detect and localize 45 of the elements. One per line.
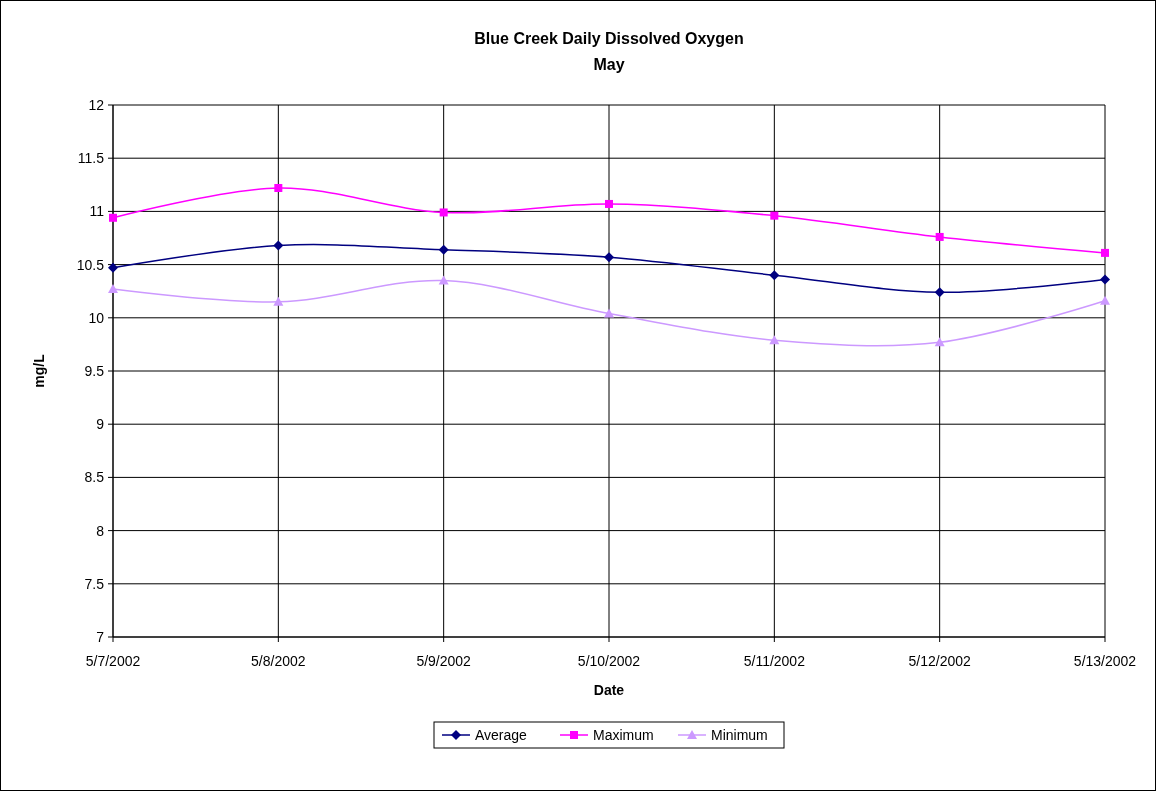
y-tick-label: 8.5 <box>84 469 105 486</box>
legend-label: Maximum <box>593 726 654 743</box>
x-tick-label: 5/7/2002 <box>85 653 141 669</box>
chart-subtitle: May <box>593 56 625 73</box>
y-tick-label: 7 <box>96 628 105 645</box>
y-tick-label: 9 <box>96 416 105 433</box>
point <box>935 232 944 241</box>
point <box>273 240 284 251</box>
x-axis-title: Date <box>593 682 625 698</box>
point <box>274 183 283 192</box>
x-tick-label: 5/10/2002 <box>577 653 641 669</box>
x-tick-label: 5/12/2002 <box>908 653 972 669</box>
x-tick-label: 5/9/2002 <box>416 653 472 669</box>
point <box>604 308 614 318</box>
point <box>108 262 118 273</box>
y-tick-label: 11.5 <box>77 150 105 167</box>
point <box>770 211 779 220</box>
legend-label: Average <box>475 726 528 743</box>
y-tick-label: 8 <box>96 522 105 539</box>
point <box>934 287 945 298</box>
y-axis-title: mg/L <box>31 353 47 388</box>
point <box>108 284 118 294</box>
x-tick-label: 5/11/2002 <box>743 653 806 669</box>
y-tick-label: 10 <box>88 309 105 326</box>
point <box>769 270 780 281</box>
point <box>769 335 780 345</box>
point <box>438 275 449 285</box>
y-tick-label: 7.5 <box>84 575 105 592</box>
x-tick-label: 5/8/2002 <box>251 653 306 669</box>
point <box>605 199 613 208</box>
point <box>439 208 448 217</box>
point <box>934 337 945 347</box>
point <box>604 252 614 263</box>
y-tick-label: 10.5 <box>76 256 105 273</box>
point <box>1101 248 1109 257</box>
point <box>1100 295 1110 305</box>
point <box>273 296 284 306</box>
x-tick-label: 5/13/2002 <box>1073 653 1137 669</box>
y-tick-label: 11 <box>89 203 105 220</box>
chart-title: Blue Creek Daily Dissolved Oxygen <box>474 30 744 47</box>
point <box>1100 274 1110 285</box>
y-tick-label: 9.5 <box>84 362 105 379</box>
y-tick-label: 12 <box>88 96 105 113</box>
point <box>438 244 449 255</box>
legend-label: Minimum <box>711 726 768 743</box>
